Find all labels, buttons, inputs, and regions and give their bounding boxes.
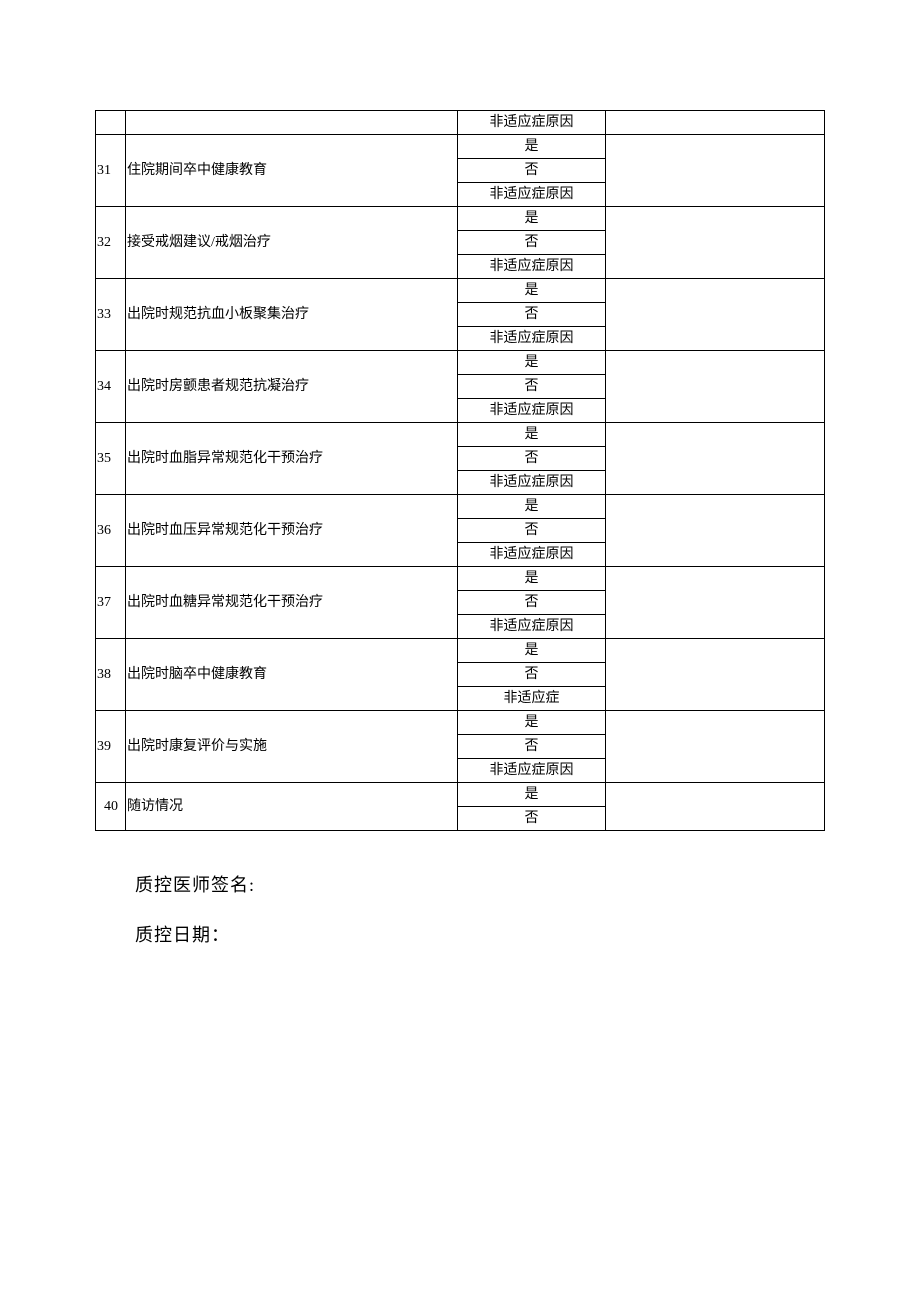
cell-option: 否 (458, 303, 606, 327)
cell-option: 是 (458, 279, 606, 303)
cell-desc: 接受戒烟建议/戒烟治疗 (126, 207, 458, 279)
cell-blank (606, 711, 825, 783)
page-container: 非适应症原因 31 住院期间卒中健康教育 是 否 非适应症原因 32 接受戒烟建… (0, 0, 920, 947)
cell-option: 非适应症原因 (458, 471, 606, 495)
cell-blank (606, 423, 825, 495)
table-row: 非适应症原因 (96, 111, 825, 135)
cell-option: 是 (458, 351, 606, 375)
table-row: 38 出院时脑卒中健康教育 是 (96, 639, 825, 663)
cell-num: 39 (96, 711, 126, 783)
cell-option: 是 (458, 783, 606, 807)
table-row: 37 出院时血糖异常规范化干预治疗 是 (96, 567, 825, 591)
cell-option: 非适应症原因 (458, 183, 606, 207)
signature-label: 质控医师签名: (135, 871, 825, 897)
cell-option: 否 (458, 375, 606, 399)
cell-option: 否 (458, 591, 606, 615)
cell-option: 非适应症原因 (458, 327, 606, 351)
cell-blank (606, 279, 825, 351)
table-row: 33 出院时规范抗血小板聚集治疗 是 (96, 279, 825, 303)
table-row: 32 接受戒烟建议/戒烟治疗 是 (96, 207, 825, 231)
cell-blank (606, 207, 825, 279)
table-row: 35 出院时血脂异常规范化干预治疗 是 (96, 423, 825, 447)
table-row: 40 随访情况 是 (96, 783, 825, 807)
cell-desc: 随访情况 (126, 783, 458, 831)
cell-num: 32 (96, 207, 126, 279)
cell-blank (606, 567, 825, 639)
cell-option: 否 (458, 663, 606, 687)
table-row: 31 住院期间卒中健康教育 是 (96, 135, 825, 159)
cell-num: 40 (96, 783, 126, 831)
cell-blank (606, 495, 825, 567)
cell-option: 非适应症原因 (458, 255, 606, 279)
cell-num: 38 (96, 639, 126, 711)
cell-desc: 出院时血糖异常规范化干预治疗 (126, 567, 458, 639)
cell-blank (606, 111, 825, 135)
cell-option: 是 (458, 135, 606, 159)
cell-option: 非适应症原因 (458, 111, 606, 135)
cell-option: 否 (458, 519, 606, 543)
table-row: 39 出院时康复评价与实施 是 (96, 711, 825, 735)
cell-num: 33 (96, 279, 126, 351)
cell-option: 非适应症 (458, 687, 606, 711)
cell-option: 是 (458, 567, 606, 591)
cell-option: 否 (458, 447, 606, 471)
cell-desc: 出院时脑卒中健康教育 (126, 639, 458, 711)
cell-num-empty (96, 111, 126, 135)
cell-option: 否 (458, 807, 606, 831)
cell-option: 非适应症原因 (458, 543, 606, 567)
table-row: 36 出院时血压异常规范化干预治疗 是 (96, 495, 825, 519)
date-label: 质控日期： (135, 921, 825, 947)
cell-desc: 出院时康复评价与实施 (126, 711, 458, 783)
cell-blank (606, 783, 825, 831)
cell-option: 非适应症原因 (458, 399, 606, 423)
cell-option: 否 (458, 735, 606, 759)
cell-option: 是 (458, 423, 606, 447)
cell-num: 34 (96, 351, 126, 423)
cell-desc: 出院时血压异常规范化干预治疗 (126, 495, 458, 567)
cell-desc-empty (126, 111, 458, 135)
cell-num: 37 (96, 567, 126, 639)
cell-option: 是 (458, 711, 606, 735)
cell-blank (606, 135, 825, 207)
cell-option: 是 (458, 207, 606, 231)
cell-option: 非适应症原因 (458, 615, 606, 639)
cell-option: 是 (458, 639, 606, 663)
cell-desc: 出院时规范抗血小板聚集治疗 (126, 279, 458, 351)
cell-blank (606, 351, 825, 423)
cell-option: 是 (458, 495, 606, 519)
cell-num: 36 (96, 495, 126, 567)
cell-desc: 出院时房颤患者规范抗凝治疗 (126, 351, 458, 423)
cell-desc: 出院时血脂异常规范化干预治疗 (126, 423, 458, 495)
cell-option: 非适应症原因 (458, 759, 606, 783)
cell-num: 31 (96, 135, 126, 207)
data-table: 非适应症原因 31 住院期间卒中健康教育 是 否 非适应症原因 32 接受戒烟建… (95, 110, 825, 831)
cell-option: 否 (458, 231, 606, 255)
cell-num: 35 (96, 423, 126, 495)
table-row: 34 出院时房颤患者规范抗凝治疗 是 (96, 351, 825, 375)
cell-option: 否 (458, 159, 606, 183)
cell-desc: 住院期间卒中健康教育 (126, 135, 458, 207)
footer: 质控医师签名: 质控日期： (95, 871, 825, 947)
cell-blank (606, 639, 825, 711)
